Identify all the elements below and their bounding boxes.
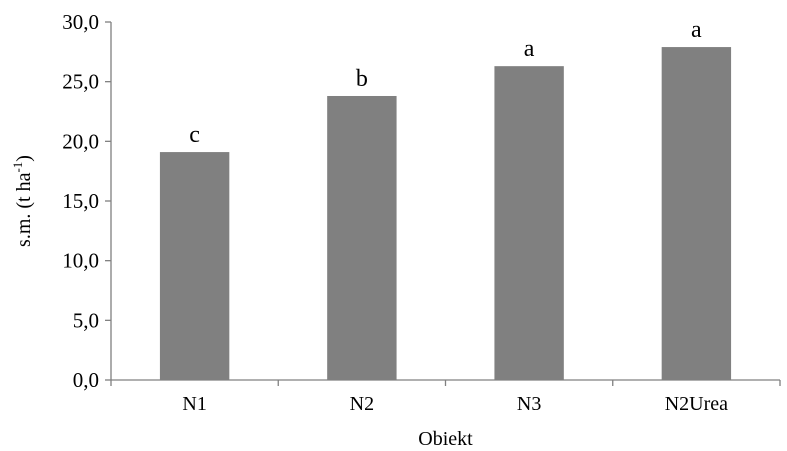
bar-labels: c b a a (189, 17, 702, 148)
bar (494, 66, 564, 381)
bar (327, 95, 397, 380)
bar (159, 152, 230, 380)
y-tick-label: 30,0 (62, 10, 99, 34)
y-axis-ticks: 0,0 5,0 10,0 15,0 20,0 25,0 30,0 (62, 10, 111, 392)
y-axis-title-close: ) (13, 155, 35, 162)
y-axis-title-superscript: -1 (10, 162, 25, 173)
bar-significance-label: a (691, 17, 702, 43)
x-axis-title: Obiekt (418, 428, 473, 450)
bar-significance-label: a (524, 36, 535, 62)
y-tick-label: 5,0 (73, 308, 99, 332)
x-category-label: N3 (517, 393, 541, 415)
y-axis-title-main: s.m. (t ha (13, 172, 35, 247)
bars (159, 47, 732, 381)
y-axis-title: s.m. (t ha-1) (10, 155, 35, 247)
x-category-label: N2Urea (665, 393, 728, 415)
bar-significance-label: c (189, 122, 200, 148)
bar-significance-label: b (356, 66, 368, 92)
y-tick-label: 25,0 (62, 70, 99, 94)
y-tick-label: 10,0 (62, 249, 99, 273)
y-tick-label: 20,0 (62, 129, 99, 153)
bar (661, 47, 732, 381)
x-category-label: N1 (182, 393, 206, 415)
x-category-label: N2 (350, 393, 374, 415)
y-tick-label: 15,0 (62, 189, 99, 213)
x-axis-ticks: N1 N2 N3 N2Urea (110, 380, 781, 415)
y-tick-label: 0,0 (73, 368, 99, 392)
